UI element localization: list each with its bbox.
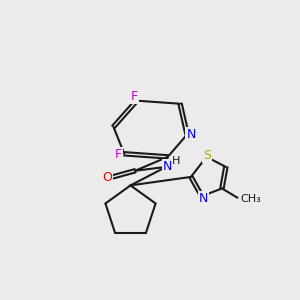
Text: F: F [131,90,138,103]
Text: F: F [115,148,122,161]
Text: N: N [163,160,172,172]
Text: N: N [186,128,196,141]
Text: O: O [102,171,112,184]
Text: S: S [203,149,211,162]
Text: CH₃: CH₃ [241,194,261,204]
Text: N: N [199,192,208,205]
Text: H: H [172,156,180,166]
